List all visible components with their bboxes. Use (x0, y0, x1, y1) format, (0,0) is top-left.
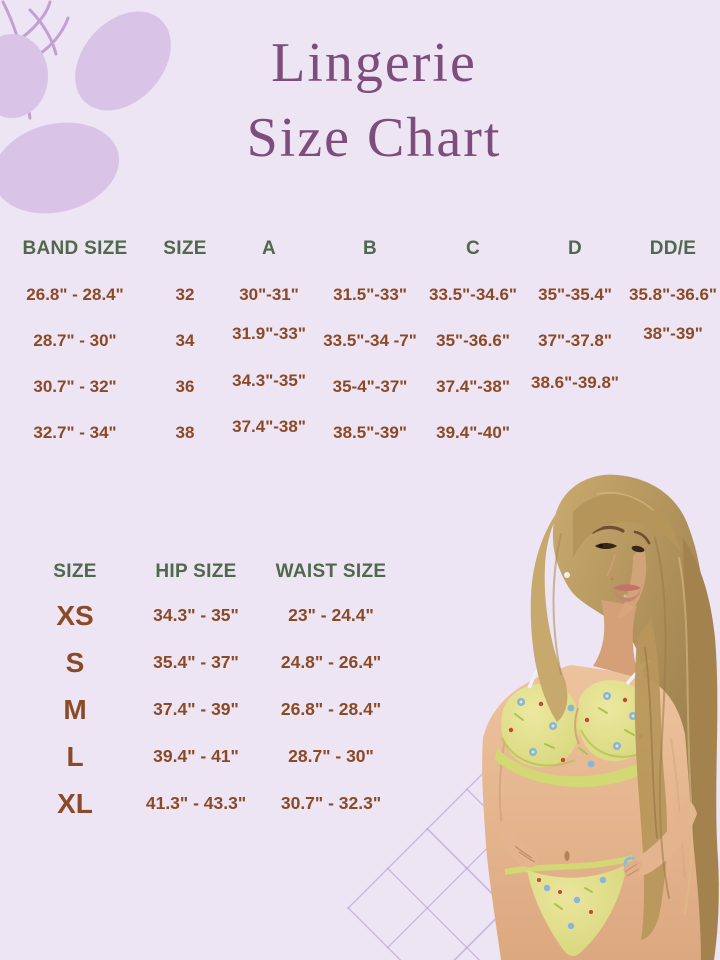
size-label: S (65, 646, 85, 678)
cup-c-cell: 37.4"-38" (436, 377, 510, 396)
column-header-cup-dde: DD/E (649, 238, 697, 259)
title-line-1: Lingerie (271, 32, 477, 94)
size-cell: 32 (175, 285, 195, 304)
cup-dde-cell (626, 410, 720, 456)
bra-table-row: 30.7" - 32" 36 34.3"-35" 35-4"-37" 37.4"… (0, 364, 720, 410)
hip-size-cell: 35.4" - 37" (153, 652, 239, 672)
cup-b-cell: 33.5"-34 -7" (323, 331, 417, 350)
column-header-cup-d: D (567, 238, 583, 259)
cup-b-cell: 31.5"-33" (333, 285, 407, 304)
garment-size-table: SIZE HIP SIZE WAIST SIZE XS 34.3" - 35" … (0, 552, 420, 827)
bra-table-row: 26.8" - 28.4" 32 30"-31" 31.5"-33" 33.5"… (0, 272, 720, 318)
hip-size-cell: 41.3" - 43.3" (145, 793, 247, 813)
size-cell: 38 (175, 423, 195, 442)
size-table-row: M 37.4" - 39" 26.8" - 28.4" (0, 686, 420, 733)
branch-blob-decoration-icon (0, 0, 171, 214)
cup-a-cell: 37.4"-38" (232, 417, 306, 436)
cup-b-cell: 35-4"-37" (332, 377, 408, 396)
cup-a-cell: 34.3"-35" (232, 371, 306, 390)
size-label: XS (56, 599, 94, 631)
band-size-cell: 28.7" - 30" (33, 331, 117, 350)
bra-flower-embroidery (508, 692, 644, 768)
cup-dde-cell (626, 364, 720, 410)
size-table-row: S 35.4" - 37" 24.8" - 26.4" (0, 639, 420, 686)
waist-size-cell: 30.7" - 32.3" (280, 793, 382, 813)
band-size-cell: 26.8" - 28.4" (26, 285, 124, 304)
size-cell: 34 (175, 331, 195, 350)
size-table-header-row: SIZE HIP SIZE WAIST SIZE (0, 552, 420, 592)
panty-flower-embroidery (537, 876, 607, 930)
bra-table-header-row: BAND SIZE SIZE A B C D DD/E (0, 226, 720, 272)
column-header-cup-a: A (261, 238, 277, 259)
column-header-cup-b: B (362, 238, 378, 259)
column-header-cup-c: C (465, 238, 481, 259)
column-header-hip-size: HIP SIZE (155, 561, 237, 582)
cup-dde-cell: 38"-39" (643, 324, 703, 343)
lingerie-model-photo (482, 474, 719, 960)
size-table-row: XS 34.3" - 35" 23" - 24.4" (0, 592, 420, 639)
bra-table-row: 28.7" - 30" 34 31.9"-33" 33.5"-34 -7" 35… (0, 318, 720, 364)
cup-d-cell (524, 410, 626, 456)
column-header-band-size: BAND SIZE (22, 238, 128, 259)
cup-d-cell: 35"-35.4" (538, 285, 612, 304)
size-label: M (63, 693, 87, 725)
hip-size-cell: 37.4" - 39" (153, 699, 239, 719)
bra-table-row: 32.7" - 34" 38 37.4"-38" 38.5"-39" 39.4"… (0, 410, 720, 456)
size-table-row: L 39.4" - 41" 28.7" - 30" (0, 733, 420, 780)
size-label: XL (57, 787, 93, 819)
cup-c-cell: 35"-36.6" (436, 331, 510, 350)
page-title: Lingerie Size Chart (28, 26, 720, 176)
cup-c-cell: 39.4"-40" (436, 423, 510, 442)
bra-size-table: BAND SIZE SIZE A B C D DD/E 26.8" - 28.4… (0, 226, 720, 456)
band-size-cell: 30.7" - 32" (33, 377, 117, 396)
waist-size-cell: 26.8" - 28.4" (280, 699, 382, 719)
waist-size-cell: 23" - 24.4" (288, 605, 374, 625)
hip-size-cell: 34.3" - 35" (153, 605, 239, 625)
cup-d-cell: 37"-37.8" (538, 331, 612, 350)
title-line-2: Size Chart (246, 107, 502, 169)
column-header-size: SIZE (53, 561, 97, 582)
cup-a-cell: 30"-31" (239, 285, 299, 304)
size-label: L (66, 740, 84, 772)
hip-size-cell: 39.4" - 41" (153, 746, 239, 766)
cup-c-cell: 33.5"-34.6" (429, 285, 517, 304)
cup-b-cell: 38.5"-39" (333, 423, 407, 442)
column-header-size: SIZE (163, 238, 207, 259)
cup-d-cell: 38.6"-39.8" (531, 373, 619, 392)
waist-size-cell: 24.8" - 26.4" (280, 652, 382, 672)
column-header-waist-size: WAIST SIZE (275, 561, 387, 582)
cup-a-cell: 31.9"-33" (232, 324, 306, 343)
size-cell: 36 (175, 377, 195, 396)
band-size-cell: 32.7" - 34" (33, 423, 117, 442)
waist-size-cell: 28.7" - 30" (288, 746, 374, 766)
cup-dde-cell: 35.8"-36.6" (629, 285, 717, 304)
size-table-row: XL 41.3" - 43.3" 30.7" - 32.3" (0, 780, 420, 827)
